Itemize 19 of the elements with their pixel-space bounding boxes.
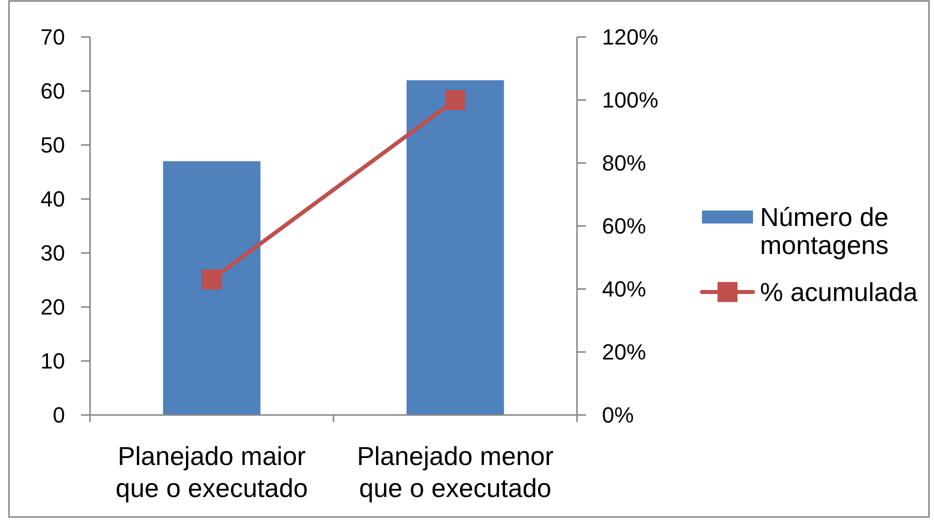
y-tick-label: 0 xyxy=(52,402,65,428)
y2-tick-label: 0% xyxy=(602,402,634,428)
y-tick-label: 60 xyxy=(40,78,65,104)
x-tick-label: Planejado maior que o executado xyxy=(116,441,308,504)
y2-tick-label: 60% xyxy=(602,214,646,239)
y2-tick-label: 20% xyxy=(602,340,646,365)
y2-tick-label: 80% xyxy=(602,150,646,176)
y-tick-label: 40 xyxy=(40,186,65,212)
legend-label: % acumulada xyxy=(760,277,918,308)
y-tick-label: 20 xyxy=(40,294,65,320)
x-tick-label: Planejado menor que o executado xyxy=(356,441,554,504)
y2-tick-label: 120% xyxy=(602,24,658,50)
legend-label: Número de montagens xyxy=(760,202,889,260)
y-tick-label: 10 xyxy=(40,348,65,374)
y-tick-label: 30 xyxy=(40,240,65,266)
y2-tick-label: 100% xyxy=(602,88,658,113)
y-tick-label: 70 xyxy=(40,24,65,50)
y-tick-label: 50 xyxy=(40,132,65,158)
y2-tick-label: 40% xyxy=(602,276,646,302)
